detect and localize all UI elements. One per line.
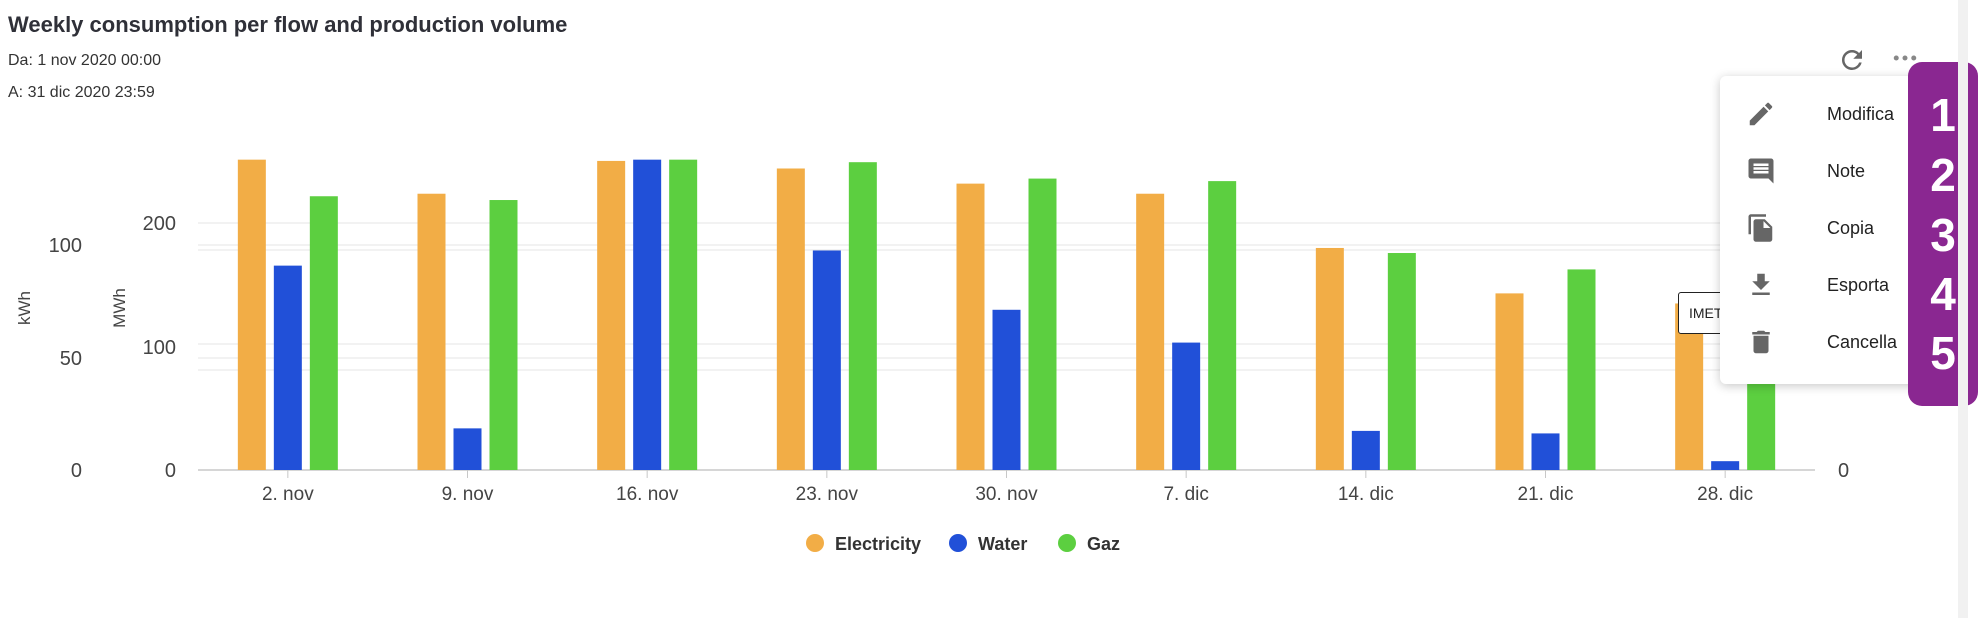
- menu-item-label: Cancella: [1827, 332, 1898, 352]
- menu-item-label: Modifica: [1827, 104, 1895, 124]
- bar-water-8: [1711, 461, 1740, 470]
- date-from: Da: 1 nov 2020 00:00: [8, 52, 162, 69]
- bar-water-0: [273, 265, 302, 470]
- right-axis-tick-label: 0: [1838, 460, 1849, 482]
- x-tick-label: 7. dic: [1163, 484, 1208, 505]
- menu-item-note[interactable]: Note: [1720, 147, 1938, 195]
- more-options-button[interactable]: [1885, 38, 1925, 78]
- badge-number: 1: [1930, 89, 1956, 141]
- chart-title: Weekly consumption per flow and producti…: [8, 12, 568, 37]
- bar-electricity-4: [956, 183, 985, 470]
- x-tick-label: 2. nov: [262, 484, 314, 505]
- legend-swatch-gaz: [1058, 534, 1076, 552]
- menu-item-label: Copia: [1827, 218, 1875, 238]
- menu-item-esporta[interactable]: Esporta: [1720, 261, 1938, 309]
- bar-gaz-7: [1567, 269, 1596, 470]
- kwh-axis-label: kWh: [15, 291, 34, 325]
- mwh-tick-label: 200: [143, 213, 176, 235]
- menu-item-label: Note: [1827, 161, 1866, 181]
- badge-number: 2: [1930, 149, 1956, 201]
- menu-item-label: Esporta: [1827, 275, 1890, 295]
- x-tick-label: 23. nov: [796, 484, 859, 505]
- menu-item-cancella[interactable]: Cancella: [1720, 318, 1938, 366]
- context-menu: Modifica Note Copia Esporta Cancella: [1720, 76, 1938, 384]
- badge-number: 3: [1930, 209, 1956, 261]
- pencil-icon: [1749, 102, 1773, 126]
- axes: 2. nov 9. nov 16. nov 23. nov 30. nov 7. dic 1…: [15, 213, 1849, 505]
- date-to: A: 31 dic 2020 23:59: [8, 84, 155, 101]
- bar-electricity-7: [1495, 293, 1524, 470]
- bar-gaz-4: [1028, 178, 1057, 471]
- x-tick-label: 14. dic: [1338, 484, 1394, 505]
- x-tick-label: 21. dic: [1518, 484, 1574, 505]
- bar-gaz-1: [489, 200, 518, 470]
- copy-icon: [1748, 214, 1773, 242]
- comment-icon: [1748, 158, 1774, 184]
- menu-item-modifica[interactable]: Modifica: [1720, 90, 1938, 138]
- legend-swatch-water: [949, 534, 967, 552]
- refresh-button[interactable]: [1832, 40, 1872, 80]
- bar-water-5: [1172, 342, 1201, 470]
- bar-electricity-0: [237, 159, 266, 470]
- bar-electricity-3: [776, 168, 805, 470]
- download-icon: [1752, 273, 1770, 295]
- kwh-tick-label: 50: [60, 348, 82, 370]
- mwh-tick-label: 0: [165, 460, 176, 482]
- x-tick-label: 30. nov: [975, 484, 1038, 505]
- bar-water-7: [1531, 433, 1560, 470]
- bars: [237, 159, 1776, 471]
- bar-water-4: [992, 309, 1021, 470]
- menu-item-copia[interactable]: Copia: [1720, 204, 1938, 252]
- kwh-tick-label: 0: [71, 460, 82, 482]
- bar-water-3: [812, 250, 841, 470]
- bar-electricity-2: [597, 160, 626, 470]
- bar-electricity-1: [417, 193, 446, 470]
- x-tick-label: 28. dic: [1697, 484, 1753, 505]
- bar-water-6: [1351, 430, 1380, 470]
- trash-icon: [1752, 330, 1770, 354]
- bar-electricity-6: [1315, 247, 1344, 470]
- badge-number: 4: [1930, 268, 1956, 320]
- tooltip-text: IMET: [1689, 305, 1723, 321]
- bar-electricity-5: [1136, 193, 1165, 470]
- bar-water-2: [633, 159, 662, 470]
- x-tick-label: 16. nov: [616, 484, 679, 505]
- bar-gaz-6: [1387, 253, 1416, 470]
- legend: Electricity Water Gaz: [806, 534, 1120, 554]
- bar-gaz-5: [1208, 181, 1237, 470]
- bar-gaz-2: [669, 159, 698, 470]
- legend-label-water: Water: [978, 534, 1027, 554]
- mwh-axis-label: MWh: [110, 288, 129, 328]
- kwh-tick-label: 100: [49, 235, 82, 257]
- badge-number: 5: [1930, 327, 1956, 379]
- legend-label-gaz: Gaz: [1087, 534, 1120, 554]
- mwh-tick-label: 100: [143, 337, 176, 359]
- legend-swatch-electricity: [806, 534, 824, 552]
- bar-gaz-3: [848, 162, 877, 470]
- x-tick-label: 9. nov: [442, 484, 494, 505]
- vertical-scrollbar[interactable]: [1958, 0, 1968, 618]
- refresh-icon: [1841, 49, 1862, 70]
- bar-water-1: [453, 428, 482, 470]
- legend-label-electricity: Electricity: [835, 534, 921, 554]
- bar-gaz-0: [309, 196, 338, 470]
- more-horizontal-icon: [1893, 55, 1917, 61]
